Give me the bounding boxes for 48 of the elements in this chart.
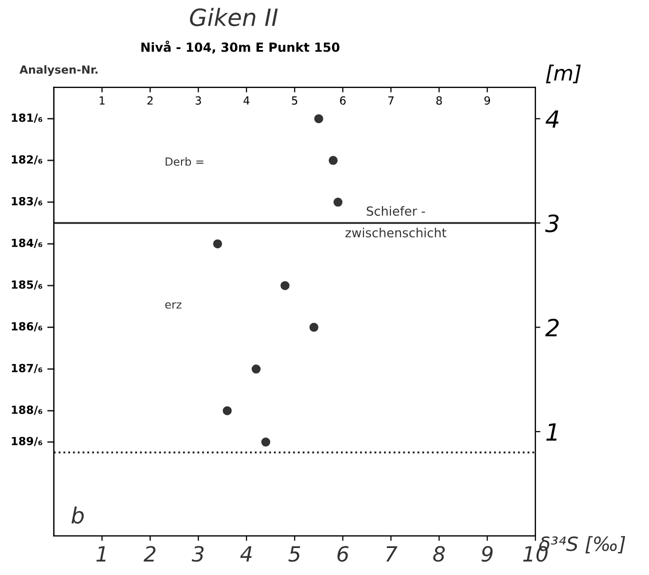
annotation: erz <box>165 302 182 309</box>
y-tick-label: 2 <box>545 318 559 336</box>
x2-tick-label: 9 <box>484 96 490 105</box>
text: 185/₆ <box>12 280 42 290</box>
x-tick-label: 1 <box>96 546 106 562</box>
point <box>328 156 338 165</box>
point <box>280 281 290 290</box>
text: 187/₆ <box>12 364 42 374</box>
annotation: b <box>72 506 84 524</box>
annotation: Derb = <box>166 157 204 166</box>
point <box>314 114 324 124</box>
x2-tick-label: 7 <box>388 96 394 105</box>
x2-tick-label: 1 <box>100 96 105 105</box>
y-axis-title: [m] <box>546 64 581 84</box>
x-tick-label: 5 <box>288 546 300 562</box>
x-tick-label: 6 <box>337 546 349 562</box>
x-tick-label: 9 <box>482 546 493 562</box>
y-tick-label: 3 <box>545 214 559 232</box>
x2-tick-label: 4 <box>244 96 250 105</box>
x2-tick-label: 3 <box>196 96 201 105</box>
x2-tick-label: 5 <box>292 96 298 105</box>
ref-line-label: Schiefer - zwischenschicht <box>345 206 446 238</box>
text: 189/₆ <box>12 436 42 446</box>
text: 188/₆ <box>12 406 42 415</box>
point <box>333 198 342 207</box>
chart-title: Giken II <box>190 8 278 26</box>
x2-tick-label: 8 <box>436 96 442 105</box>
x2-tick-label: 6 <box>340 96 346 105</box>
x2-tick-label: 2 <box>147 96 153 105</box>
text: 186/₆ <box>12 322 42 332</box>
chart-subtitle: Nivå - 104, 30m E Punkt 150 <box>141 40 340 54</box>
text: 181/₆ <box>12 114 42 123</box>
point <box>261 438 270 447</box>
y-tick-label: 1 <box>546 423 557 441</box>
point <box>222 406 232 416</box>
text: 184/₆ <box>12 238 42 248</box>
point <box>252 364 261 374</box>
x-tick-label: 4 <box>240 546 252 562</box>
point <box>309 322 318 332</box>
text: 183/₆ <box>12 196 42 206</box>
text: 182/₆ <box>12 155 42 165</box>
x-tick-label: 8 <box>433 546 445 562</box>
text: Analysen-Nr. <box>20 65 98 76</box>
point <box>213 239 222 248</box>
x-tick-label: 3 <box>192 546 204 562</box>
y-tick-label: 4 <box>546 110 558 128</box>
x-tick-label: 7 <box>386 546 398 562</box>
x-tick-label: 2 <box>144 546 156 562</box>
